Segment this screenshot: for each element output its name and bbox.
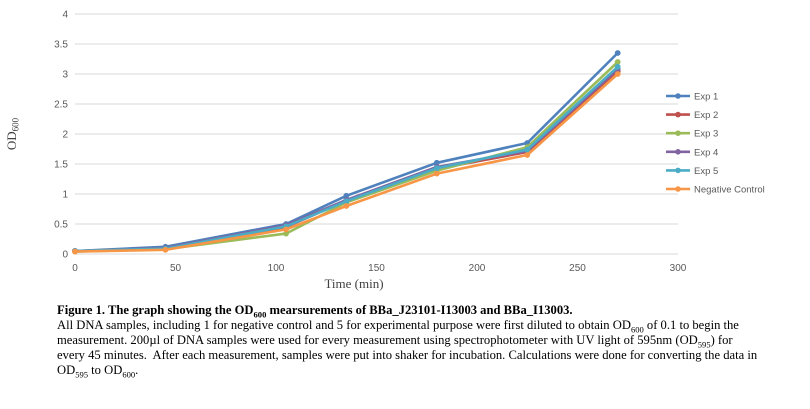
y-tick-label: 0	[62, 250, 68, 261]
legend-label: Negative Control	[694, 185, 765, 196]
data-point-exp-1	[433, 159, 440, 166]
series-line-exp-3	[73, 60, 620, 253]
y-tick-label: 2	[62, 130, 68, 141]
legend-item-exp-2: Exp 2	[666, 110, 718, 121]
gridlines	[75, 13, 678, 255]
x-tick-label: 300	[670, 263, 687, 274]
legend-item-exp-1: Exp 1	[666, 92, 718, 103]
data-point-exp-1	[614, 50, 621, 56]
data-point-exp-3	[283, 230, 289, 237]
series-line-negative-control	[73, 72, 620, 253]
legend-marker	[675, 93, 681, 99]
legend-label: Exp 3	[694, 129, 718, 140]
data-point-negative-control	[343, 203, 350, 209]
series-line-exp-1	[73, 51, 620, 253]
od600-line-chart: 0 0.5 1 1.5 2 2.5 3 3.5 4 0 50 100 150 200 250 300 OD6…	[4, 10, 765, 292]
x-tick-label: 50	[170, 263, 182, 274]
x-tick-label: 100	[268, 263, 285, 274]
figure-caption: Figure 1. The graph showing the OD600 me…	[57, 303, 761, 380]
data-point-negative-control	[162, 246, 169, 253]
y-tick-label: 3.5	[54, 40, 68, 51]
legend-label: Exp 5	[694, 166, 718, 177]
series-lines	[72, 50, 621, 255]
legend-label: Exp 2	[694, 110, 718, 121]
series-line-exp-5	[73, 65, 620, 253]
x-axis-title: Time (min)	[324, 276, 383, 291]
y-tick-label: 1.5	[54, 160, 68, 171]
y-tick-label: 4	[62, 10, 68, 21]
legend-marker	[675, 111, 681, 118]
data-point-exp-5	[524, 146, 531, 153]
data-point-negative-control	[433, 170, 440, 177]
y-tick-label: 0.5	[54, 220, 68, 231]
figure-caption-title: Figure 1. The graph showing the OD600 me…	[57, 303, 573, 320]
x-tick-label: 0	[72, 263, 78, 274]
chart-legend: Exp 1 Exp 2 Exp 3 Exp 4 Exp 5 Negative Contro…	[666, 92, 765, 196]
x-tick-label: 150	[368, 263, 385, 274]
y-tick-label: 1	[62, 190, 68, 201]
data-point-exp-5	[343, 198, 350, 205]
legend-marker	[675, 149, 681, 155]
y-axis-title: OD600	[4, 117, 21, 150]
data-point-negative-control	[283, 226, 289, 233]
legend-label: Exp 4	[694, 147, 718, 158]
legend-item-exp-5: Exp 5	[666, 166, 718, 177]
data-point-negative-control	[524, 152, 531, 158]
data-point-negative-control	[72, 248, 78, 255]
figure-caption-body: All DNA samples, including 1 for negativ…	[57, 318, 758, 380]
data-point-exp-5	[433, 165, 440, 172]
y-axis-tick-labels: 0 0.5 1 1.5 2 2.5 3 3.5 4	[54, 10, 68, 261]
legend-item-exp-4: Exp 4	[666, 147, 718, 158]
y-tick-label: 2.5	[54, 100, 68, 111]
legend-marker	[675, 130, 681, 136]
data-point-exp-1	[343, 192, 350, 199]
legend-item-exp-3: Exp 3	[666, 129, 718, 140]
data-point-exp-5	[614, 63, 621, 70]
x-tick-label: 250	[569, 263, 586, 274]
y-tick-label: 3	[62, 70, 68, 81]
legend-item-negative-control: Negative Control	[666, 185, 765, 196]
legend-marker	[675, 186, 681, 192]
legend-label: Exp 1	[694, 92, 718, 103]
data-point-exp-3	[614, 59, 621, 65]
data-point-negative-control	[614, 71, 621, 77]
legend-marker	[675, 167, 681, 174]
x-tick-label: 200	[469, 263, 486, 274]
x-axis-tick-labels: 0 50 100 150 200 250 300	[72, 263, 687, 274]
